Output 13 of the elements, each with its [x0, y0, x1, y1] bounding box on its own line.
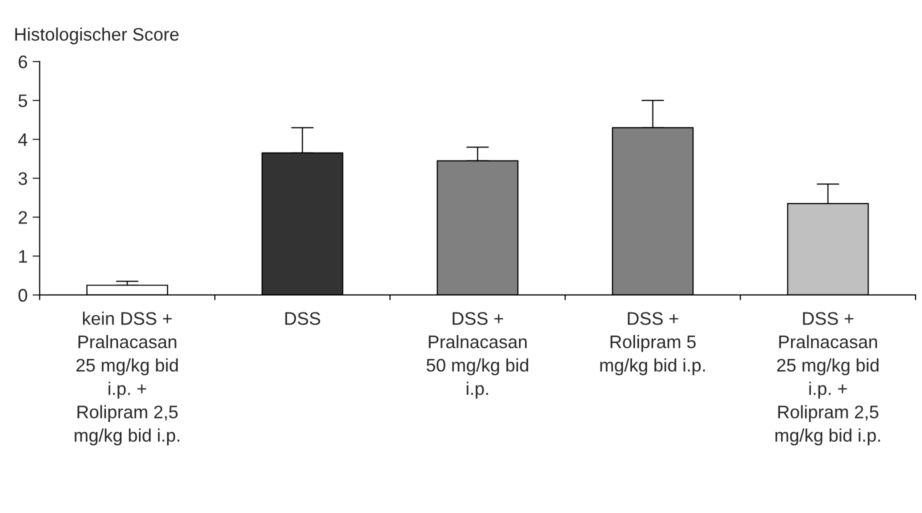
- y-tick-label: 3: [18, 172, 28, 185]
- y-tick-label: 0: [18, 288, 28, 302]
- y-tick-label: 4: [18, 133, 28, 146]
- y-tick-label: 1: [19, 250, 27, 263]
- y-tick-label: 5: [18, 94, 28, 108]
- y-tick-label: 6: [18, 55, 28, 68]
- x-tick-label: DSS: [285, 312, 320, 325]
- x-tick-label: DSS + Pralnacasan 25 mg/kg bid i.p. + Rolipram 2,5 mg/kg bid i.p.: [775, 312, 880, 446]
- x-tick-label: DSS + Rolipram 5 mg/kg bid i.p.: [600, 312, 705, 376]
- y-axis-title: Histologischer Score: [15, 27, 179, 44]
- y-tick-label: 2: [18, 211, 27, 224]
- x-tick-label: kein DSS + Pralnacasan 25 mg/kg bid i.p. + Rolipram 2,5 mg/kg bid i.p.: [74, 312, 180, 446]
- x-tick-label: DSS + Pralnacasan 50 mg/kg bid i.p.: [426, 312, 528, 399]
